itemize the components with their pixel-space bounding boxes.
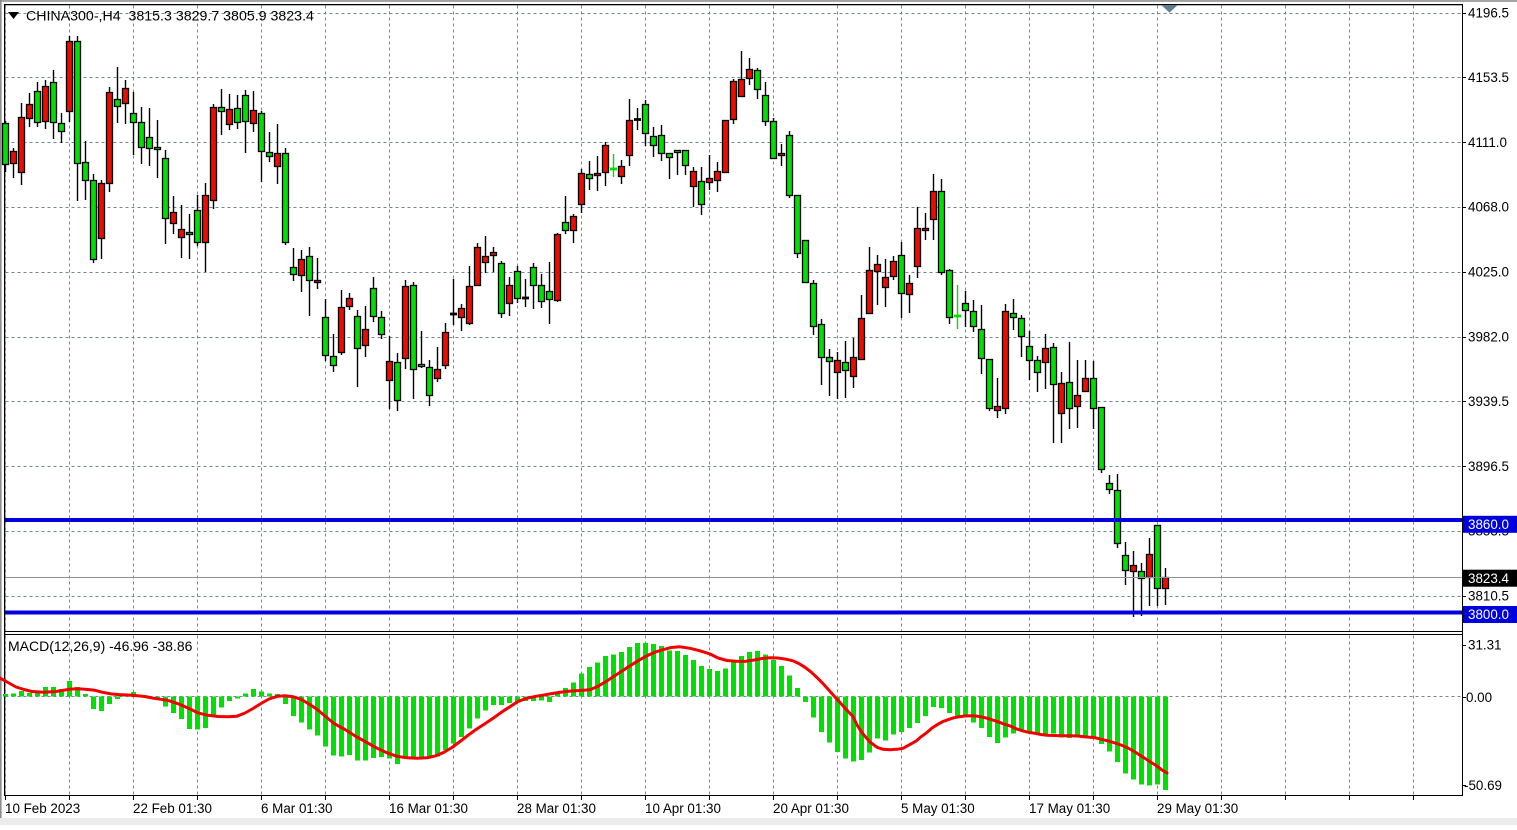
svg-text:5 May 01:30: 5 May 01:30 [901,801,975,816]
svg-text:6 Mar 01:30: 6 Mar 01:30 [261,801,332,816]
svg-text:CHINA300-,H4 3815.3 3829.7 38: CHINA300-,H4 3815.3 3829.7 3805.9 3823.4 [26,9,314,25]
svg-text:4153.5: 4153.5 [1468,70,1509,85]
svg-text:16 Mar 01:30: 16 Mar 01:30 [389,801,468,816]
svg-text:3800.0: 3800.0 [1468,607,1509,622]
svg-text:22 Feb 01:30: 22 Feb 01:30 [133,801,212,816]
svg-text:20 Apr 01:30: 20 Apr 01:30 [773,801,849,816]
svg-text:10 Apr 01:30: 10 Apr 01:30 [645,801,721,816]
svg-text:3860.0: 3860.0 [1468,517,1509,532]
svg-text:3823.4: 3823.4 [1468,571,1510,586]
svg-text:4025.0: 4025.0 [1468,265,1509,280]
svg-text:29 May 01:30: 29 May 01:30 [1157,801,1238,816]
svg-text:3939.5: 3939.5 [1468,394,1509,409]
svg-text:MACD(12,26,9) -46.96 -38.86: MACD(12,26,9) -46.96 -38.86 [8,638,193,654]
svg-text:28 Mar 01:30: 28 Mar 01:30 [517,801,596,816]
svg-text:4068.0: 4068.0 [1468,200,1509,215]
svg-text:4196.5: 4196.5 [1468,5,1509,20]
svg-text:3896.5: 3896.5 [1468,459,1509,474]
svg-text:31.31: 31.31 [1468,638,1502,653]
svg-text:3982.0: 3982.0 [1468,329,1509,344]
svg-text:3810.5: 3810.5 [1468,589,1509,604]
svg-text:17 May 01:30: 17 May 01:30 [1029,801,1110,816]
svg-text:4111.0: 4111.0 [1468,135,1507,150]
svg-text:10 Feb 2023: 10 Feb 2023 [5,801,80,816]
svg-text:0.00: 0.00 [1466,690,1492,705]
svg-text:-50.69: -50.69 [1464,778,1502,793]
